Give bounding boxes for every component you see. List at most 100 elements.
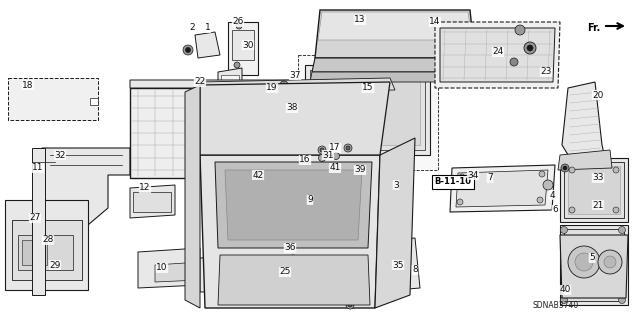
Polygon shape	[560, 158, 628, 222]
Polygon shape	[440, 28, 555, 82]
Circle shape	[561, 226, 568, 234]
Text: 34: 34	[467, 170, 479, 180]
Circle shape	[457, 199, 463, 205]
Circle shape	[537, 197, 543, 203]
Polygon shape	[130, 80, 290, 88]
Polygon shape	[218, 255, 370, 305]
Circle shape	[346, 146, 350, 150]
Circle shape	[562, 244, 598, 280]
Bar	[8, 78, 98, 120]
Text: 24: 24	[492, 48, 504, 56]
Polygon shape	[130, 88, 285, 178]
Bar	[298, 55, 438, 170]
Circle shape	[569, 167, 575, 173]
Circle shape	[250, 176, 254, 180]
Text: 17: 17	[329, 144, 340, 152]
Text: 11: 11	[32, 164, 44, 173]
Text: 15: 15	[362, 84, 374, 93]
Circle shape	[183, 45, 193, 55]
Polygon shape	[218, 68, 242, 100]
Circle shape	[602, 254, 618, 270]
Text: 41: 41	[330, 164, 340, 173]
Circle shape	[324, 161, 332, 169]
Circle shape	[568, 246, 600, 278]
Text: 40: 40	[559, 286, 571, 294]
Text: 30: 30	[243, 41, 253, 49]
Text: 25: 25	[279, 268, 291, 277]
Text: 16: 16	[300, 155, 311, 165]
Polygon shape	[450, 165, 555, 212]
Circle shape	[186, 48, 191, 53]
Text: 12: 12	[140, 183, 150, 192]
Circle shape	[248, 174, 257, 182]
Circle shape	[320, 148, 324, 152]
Bar	[232, 30, 254, 60]
Polygon shape	[300, 155, 340, 175]
Polygon shape	[90, 98, 98, 105]
Text: 31: 31	[323, 151, 333, 160]
Circle shape	[304, 166, 312, 174]
Polygon shape	[138, 248, 200, 288]
Polygon shape	[310, 70, 425, 150]
Text: 4: 4	[549, 190, 555, 199]
Circle shape	[569, 251, 591, 273]
Text: 6: 6	[552, 205, 558, 214]
Circle shape	[355, 169, 360, 174]
Circle shape	[319, 154, 326, 161]
Circle shape	[339, 159, 346, 166]
Text: 27: 27	[29, 213, 41, 222]
Text: 29: 29	[49, 261, 61, 270]
Polygon shape	[42, 148, 130, 230]
Text: 10: 10	[156, 263, 168, 272]
Text: 32: 32	[54, 151, 66, 160]
Circle shape	[326, 159, 333, 166]
Bar	[18, 235, 73, 270]
Bar	[221, 75, 239, 95]
Circle shape	[510, 58, 518, 66]
Circle shape	[306, 161, 314, 169]
Circle shape	[236, 23, 242, 29]
Circle shape	[563, 166, 567, 170]
Text: 3: 3	[393, 181, 399, 189]
Text: 13: 13	[355, 16, 365, 25]
Polygon shape	[370, 238, 420, 292]
Text: 19: 19	[266, 84, 278, 93]
Text: 22: 22	[195, 78, 205, 86]
Bar	[22, 240, 47, 265]
Circle shape	[596, 248, 624, 276]
Circle shape	[280, 108, 288, 116]
Polygon shape	[12, 220, 82, 280]
Polygon shape	[185, 85, 200, 308]
Polygon shape	[310, 72, 480, 82]
Bar	[133, 192, 171, 212]
Circle shape	[346, 301, 354, 309]
Circle shape	[288, 255, 298, 265]
Polygon shape	[225, 170, 362, 240]
Circle shape	[344, 144, 352, 152]
Polygon shape	[456, 170, 548, 207]
Text: 23: 23	[540, 68, 552, 77]
Circle shape	[385, 183, 395, 193]
Polygon shape	[315, 75, 420, 145]
Circle shape	[598, 250, 622, 274]
Text: 37: 37	[289, 70, 301, 79]
Polygon shape	[312, 58, 478, 72]
Circle shape	[306, 168, 310, 172]
Polygon shape	[305, 65, 430, 155]
Polygon shape	[560, 235, 628, 298]
Text: SDNAB3740: SDNAB3740	[533, 300, 579, 309]
Circle shape	[539, 171, 545, 177]
Polygon shape	[558, 150, 612, 170]
Circle shape	[543, 180, 553, 190]
Circle shape	[234, 62, 240, 68]
Circle shape	[339, 168, 346, 175]
Text: 26: 26	[232, 18, 244, 26]
Circle shape	[280, 81, 288, 89]
Circle shape	[326, 168, 333, 175]
Polygon shape	[228, 22, 258, 75]
Text: 5: 5	[589, 254, 595, 263]
Text: 14: 14	[429, 18, 441, 26]
Text: 8: 8	[412, 265, 418, 275]
Text: 20: 20	[592, 91, 604, 100]
Circle shape	[515, 25, 525, 35]
